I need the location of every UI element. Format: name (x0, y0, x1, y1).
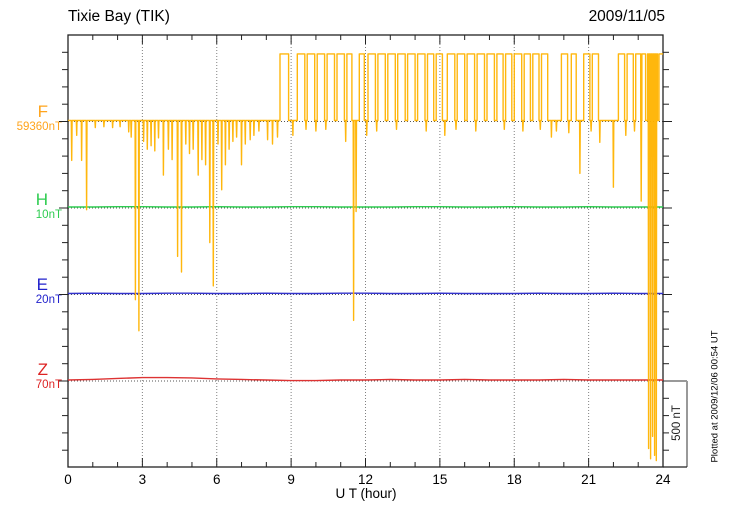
chart-title: Tixie Bay (TIK) (68, 8, 170, 25)
svg-text:21: 21 (581, 472, 596, 487)
plotted-at-note: Plotted at 2009/12/06 00:54 UT (709, 330, 721, 463)
trace-baseline-value-H: 10nT (35, 209, 62, 221)
trace-label-group-E: E 20nT (0, 275, 62, 307)
trace-letter-Z: Z (37, 360, 48, 379)
svg-text:0: 0 (64, 472, 72, 487)
trace-label-group-Z: Z 70nT (0, 360, 62, 392)
trace-letter-E: E (36, 275, 48, 294)
trace-label-group-H: H 10nT (0, 190, 62, 222)
trace-label-group-F: F 59360nT (0, 102, 62, 134)
svg-text:3: 3 (139, 472, 147, 487)
scale-bar-label: 500 nT (671, 405, 683, 441)
svg-text:15: 15 (432, 472, 447, 487)
svg-text:24: 24 (655, 472, 671, 487)
trace-baseline-value-Z: 70nT (35, 379, 62, 391)
svg-text:12: 12 (358, 472, 373, 487)
svg-text:6: 6 (213, 472, 221, 487)
chart-date: 2009/11/05 (588, 8, 665, 25)
x-axis-label: U T (hour) (335, 486, 397, 501)
svg-text:18: 18 (507, 472, 522, 487)
svg-text:9: 9 (287, 472, 295, 487)
trace-baseline-value-E: 20nT (35, 294, 62, 306)
trace-letter-F: F (37, 102, 48, 121)
trace-baseline-value-F: 59360nT (16, 121, 62, 133)
trace-letter-H: H (35, 190, 48, 209)
